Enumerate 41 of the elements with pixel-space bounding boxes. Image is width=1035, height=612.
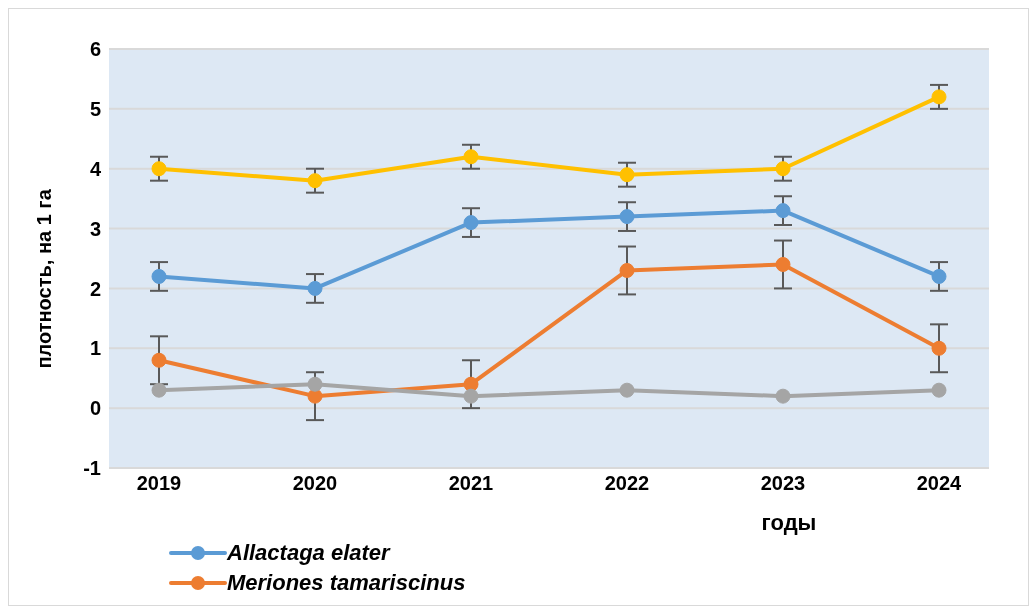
point	[775, 388, 791, 404]
point	[931, 382, 947, 398]
point	[151, 352, 167, 368]
point	[619, 167, 635, 183]
point	[463, 215, 479, 231]
y-tick-label: 0	[89, 397, 101, 420]
point	[931, 268, 947, 284]
y-tick-label: 5	[89, 97, 101, 120]
y-tick-label: 6	[89, 38, 101, 61]
point	[775, 161, 791, 177]
point	[619, 382, 635, 398]
x-tick-label: 2021	[448, 472, 494, 495]
point	[931, 89, 947, 105]
point	[307, 280, 323, 296]
x-tick-label: 2024	[916, 472, 963, 495]
point	[151, 382, 167, 398]
x-tick-label: 2019	[136, 472, 182, 495]
y-tick-label: 4	[89, 157, 102, 180]
y-axis-title: плотность, на 1 га	[33, 188, 56, 369]
x-tick-label: 2023	[760, 472, 806, 495]
point	[307, 376, 323, 392]
point	[151, 268, 167, 284]
point	[775, 203, 791, 219]
point	[151, 161, 167, 177]
point	[463, 376, 479, 392]
point	[307, 173, 323, 189]
point	[775, 256, 791, 272]
x-axis-title: годы	[761, 510, 817, 535]
point	[931, 340, 947, 356]
point	[463, 388, 479, 404]
y-tick-label: 3	[89, 217, 101, 240]
legend-label: Allactaga elater	[227, 540, 390, 566]
y-tick-label: 2	[89, 277, 101, 300]
x-tick-label: 2022	[604, 472, 650, 495]
y-tick-label: -1	[83, 457, 101, 480]
legend-label: Meriones tamariscinus	[227, 570, 466, 596]
y-tick-label: 1	[89, 337, 101, 360]
point	[619, 262, 635, 278]
point	[619, 209, 635, 225]
point	[463, 149, 479, 165]
x-tick-label: 2020	[292, 472, 338, 495]
